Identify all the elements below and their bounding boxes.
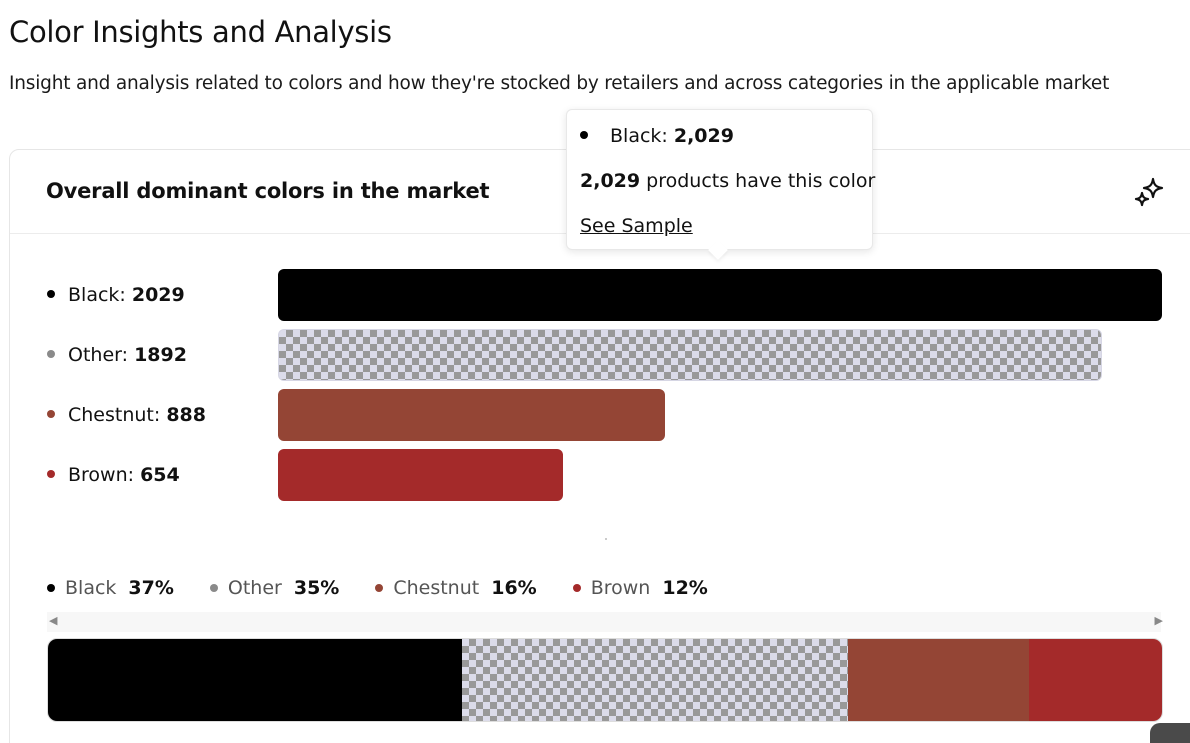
- floating-action-button[interactable]: [1150, 723, 1190, 743]
- tooltip-label: Black:: [610, 125, 674, 147]
- legend-label: Chestnut: [393, 577, 480, 599]
- bar-label-chestnut: Chestnut: 888: [47, 404, 206, 426]
- segment-other[interactable]: [461, 639, 848, 721]
- black-dot: [47, 289, 55, 298]
- page-title: Color Insights and Analysis: [9, 15, 392, 49]
- segment-black[interactable]: [48, 639, 462, 721]
- horizontal-scrollbar[interactable]: ◀ ▶: [47, 612, 1163, 632]
- tooltip-value: 2,029: [673, 125, 734, 147]
- legend-dot: [375, 584, 384, 592]
- legend-dot: [572, 584, 581, 592]
- legend-label: Brown: [590, 577, 651, 599]
- bar-label-text: Chestnut:: [68, 404, 167, 426]
- bar-black[interactable]: [278, 269, 1162, 321]
- legend-item-brown[interactable]: Brown 12%: [572, 577, 708, 599]
- bar-value-label: 654: [140, 464, 180, 486]
- bar-value-label: 888: [166, 404, 206, 426]
- tooltip-description: 2,029 products have this color: [580, 170, 875, 192]
- legend-label: Other: [227, 577, 282, 599]
- decorative-dot: [605, 538, 607, 540]
- tooltip-count: 2,029: [580, 170, 641, 192]
- segment-chestnut[interactable]: [847, 639, 1029, 721]
- legend-dot: [47, 584, 55, 592]
- segment-brown[interactable]: [1028, 639, 1162, 721]
- see-sample-link[interactable]: See Sample: [580, 215, 693, 237]
- bar-label-text: Black:: [68, 284, 132, 306]
- bar-value-label: 2029: [131, 284, 185, 306]
- bar-label-text: Other:: [68, 344, 135, 366]
- legend-dot: [209, 584, 218, 592]
- legend-item-chestnut[interactable]: Chestnut 16%: [375, 577, 537, 599]
- legend-item-other[interactable]: Other 35%: [209, 577, 340, 599]
- bar-value-label: 1892: [134, 344, 187, 366]
- tooltip-title: Black: 2,029: [580, 125, 734, 147]
- tooltip-bullet: [580, 130, 588, 139]
- legend-percent: 16%: [491, 577, 537, 599]
- bar-brown[interactable]: [278, 449, 563, 501]
- scroll-right-icon[interactable]: ▶: [1154, 614, 1163, 627]
- legend-item-black[interactable]: Black 37%: [47, 577, 174, 599]
- bar-label-text: Brown:: [68, 464, 141, 486]
- bar-label-black: Black: 2029: [47, 284, 185, 306]
- legend-label: Black: [65, 577, 117, 599]
- scroll-left-icon[interactable]: ◀: [49, 614, 58, 627]
- bar-tooltip: Black: 2,029 2,029 products have this co…: [566, 109, 875, 250]
- sparkle-icon[interactable]: [1133, 176, 1167, 210]
- card-title: Overall dominant colors in the market: [46, 179, 490, 203]
- bar-label-other: Other: 1892: [47, 344, 187, 366]
- stacked-percent-bar: [47, 638, 1163, 722]
- legend-percent: 35%: [293, 577, 340, 599]
- bar-label-brown: Brown: 654: [47, 464, 180, 486]
- bar-other[interactable]: [278, 329, 1102, 381]
- tooltip-suffix: products have this color: [640, 170, 876, 192]
- page-subtitle: Insight and analysis related to colors a…: [9, 73, 1110, 94]
- chart-legend: Black 37% Other 35% Chestnut 16% Brown 1…: [47, 577, 744, 599]
- other-dot: [47, 349, 55, 358]
- legend-percent: 12%: [662, 577, 708, 599]
- chestnut-dot: [47, 409, 55, 418]
- brown-dot: [47, 469, 55, 478]
- legend-percent: 37%: [128, 577, 174, 599]
- bar-chestnut[interactable]: [278, 389, 665, 441]
